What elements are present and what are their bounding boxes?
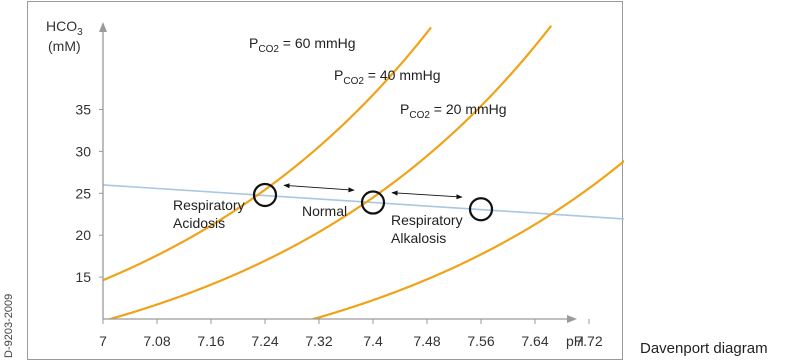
y-axis-title-sub: 3 xyxy=(77,27,83,38)
x-tick-label: 7.16 xyxy=(197,333,224,349)
y-tick-label: 15 xyxy=(75,269,91,285)
x-tick-label: 7.72 xyxy=(575,333,602,349)
y-axis-title: HCO3 xyxy=(46,18,83,38)
x-tick-label: 7.24 xyxy=(251,333,278,349)
x-tick-label: 7 xyxy=(99,333,107,349)
isobar-pco2-40 xyxy=(106,25,553,319)
series-label-prefix: P xyxy=(400,101,409,117)
y-axis-title-base: HCO xyxy=(46,18,77,34)
series-label-sub: CO2 xyxy=(343,76,364,87)
x-tick-label: 7.08 xyxy=(143,333,170,349)
y-axis-title-unit: (mM) xyxy=(48,38,81,54)
isobar-pco2-20 xyxy=(309,159,624,319)
x-axis-arrow xyxy=(567,315,577,323)
series-label-pco2-60: PCO2 = 60 mmHg xyxy=(249,35,356,55)
x-axis-title: pH xyxy=(566,333,584,349)
figure-code-text: D-9203-2009 xyxy=(3,294,15,358)
isobar-pco2-60 xyxy=(103,26,432,282)
series-label-prefix: P xyxy=(334,67,343,83)
arrow-normal-to-acidosis xyxy=(283,183,355,193)
series-label-sub: CO2 xyxy=(409,110,430,121)
point-label-respiratory-acidosis-line1: Respiratory xyxy=(173,197,245,213)
x-tick-label: 7.56 xyxy=(467,333,494,349)
marker-respiratory-alkalosis xyxy=(468,197,494,222)
figure-code: D-9203-2009 xyxy=(3,294,15,358)
arrow-normal-to-alkalosis xyxy=(391,190,463,200)
series-label-value: = 60 mmHg xyxy=(279,35,356,51)
point-label-respiratory-alkalosis-line2: Alkalosis xyxy=(391,230,446,246)
point-label-normal-line1: Normal xyxy=(302,203,347,219)
series-label-value: = 40 mmHg xyxy=(364,67,441,83)
x-tick-label: 7.48 xyxy=(413,333,440,349)
x-tick-label: 7.32 xyxy=(305,333,332,349)
marker-respiratory-acidosis xyxy=(252,182,278,208)
y-tick-label: 20 xyxy=(75,227,91,243)
point-label-respiratory-acidosis-line2: Acidosis xyxy=(173,215,225,231)
davenport-chart: 77.087.167.247.327.47.487.567.647.727.8p… xyxy=(46,18,624,349)
y-tick-label: 25 xyxy=(75,185,91,201)
figure-caption: Davenport diagram xyxy=(640,340,768,357)
series-label-pco2-40: PCO2 = 40 mmHg xyxy=(334,67,441,87)
x-tick-label: 7.4 xyxy=(363,333,383,349)
series-label-sub: CO2 xyxy=(258,44,279,55)
x-tick-label: 7.64 xyxy=(521,333,548,349)
y-tick-label: 30 xyxy=(75,143,91,159)
series-label-prefix: P xyxy=(249,35,258,51)
series-label-pco2-20: PCO2 = 20 mmHg xyxy=(400,101,507,121)
y-tick-label: 35 xyxy=(75,102,91,118)
chart-frame: 77.087.167.247.327.47.487.567.647.727.8p… xyxy=(27,1,624,360)
y-axis-arrow xyxy=(99,22,107,32)
marker-normal xyxy=(360,190,386,215)
point-label-respiratory-alkalosis-line1: Respiratory xyxy=(391,212,463,228)
series-label-value: = 20 mmHg xyxy=(430,101,507,117)
